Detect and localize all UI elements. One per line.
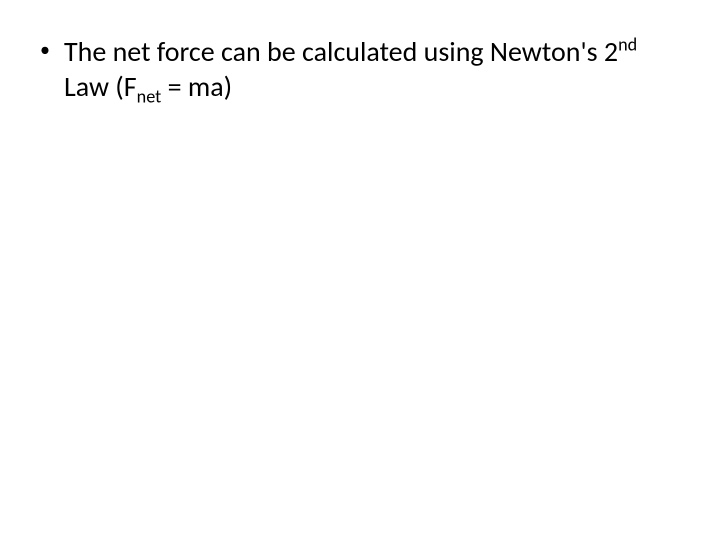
bullet-item: • The net force can be calculated using … [40, 34, 660, 104]
slide-content: • The net force can be calculated using … [0, 0, 720, 104]
text-segment-3: = ma) [161, 69, 232, 104]
text-segment-1: The net force can be calculated using Ne… [64, 34, 618, 69]
superscript-nd: nd [618, 34, 637, 56]
subscript-net: net [137, 86, 162, 108]
text-segment-2: Law (F [64, 69, 137, 104]
bullet-text: The net force can be calculated using Ne… [64, 34, 660, 104]
bullet-marker: • [40, 34, 50, 66]
